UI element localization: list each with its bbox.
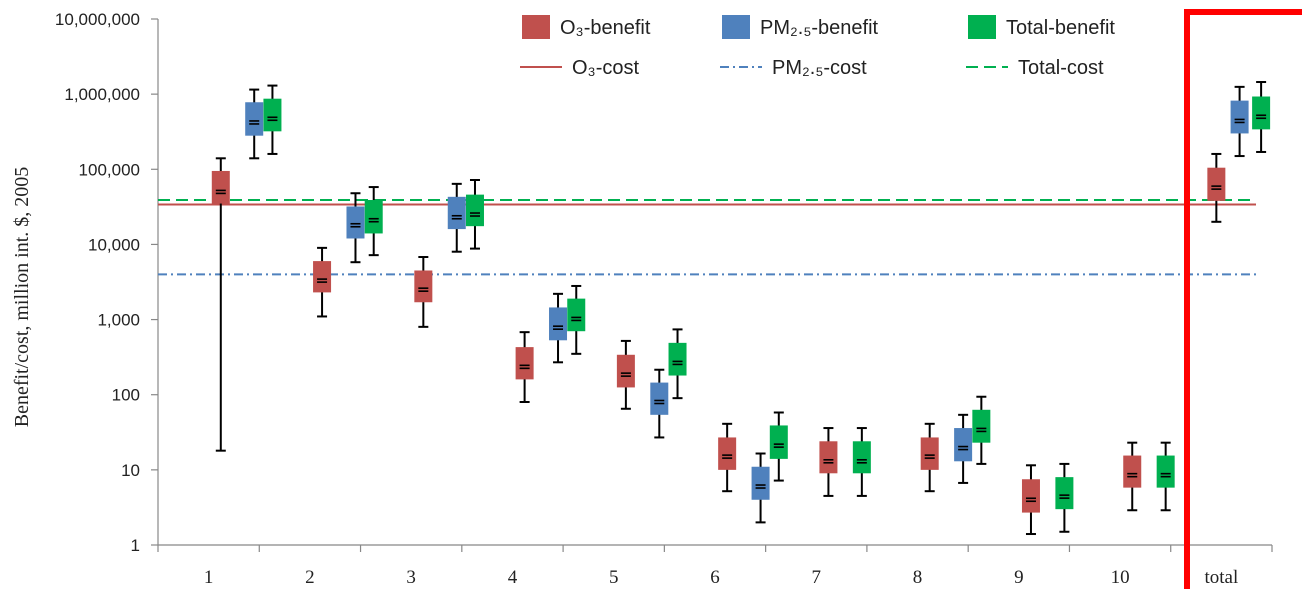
x-tick-label: total <box>1204 567 1238 588</box>
box-body <box>346 206 365 239</box>
legend-label: O₃-benefit <box>560 17 651 39</box>
box-total-total <box>1252 81 1271 153</box>
box-body <box>211 170 230 204</box>
box-body <box>1230 100 1249 134</box>
x-tick-label: 2 <box>305 567 315 588</box>
axes: 1 10 100 1,000 10,000 100,000 1,000,000 10,000,… <box>55 10 1273 588</box>
legend-swatch-pm25 <box>722 15 750 39</box>
box-o3-6 <box>718 422 737 493</box>
box-body <box>313 261 332 293</box>
box-pm25-5 <box>650 368 669 439</box>
box-o3-1 <box>211 157 230 452</box>
box-o3-8 <box>920 422 939 493</box>
legend-label: PM₂.₅-cost <box>772 57 867 79</box>
legend-label: O₃-cost <box>572 57 639 79</box>
box-o3-5 <box>616 339 635 410</box>
legend-label: Total-cost <box>1018 57 1104 79</box>
x-tick-label: 8 <box>913 567 923 588</box>
x-tick-label: 7 <box>812 567 822 588</box>
y-tick-label: 1,000,000 <box>64 85 140 104</box>
x-tick-label: 4 <box>508 567 518 588</box>
cost-lines <box>158 199 1256 276</box>
x-tick-label: 3 <box>406 567 416 588</box>
y-tick-label: 100 <box>112 386 140 405</box>
box-body <box>668 342 687 376</box>
box-pm25-3 <box>447 182 466 253</box>
box-body <box>1252 96 1271 130</box>
box-o3-9 <box>1021 464 1040 536</box>
y-tick-label: 100,000 <box>79 160 140 179</box>
box-pm25-8 <box>954 413 973 484</box>
x-tick-label: 1 <box>204 567 214 588</box>
box-body <box>465 194 484 227</box>
box-o3-total <box>1207 152 1226 223</box>
box-body <box>263 98 282 132</box>
box-body <box>972 409 991 443</box>
legend-label: Total-benefit <box>1006 17 1115 39</box>
box-series <box>211 81 1271 536</box>
box-body <box>1123 455 1142 488</box>
box-o3-10 <box>1123 441 1142 512</box>
box-body <box>1207 167 1226 201</box>
highlight-border <box>1184 9 1302 589</box>
y-tick-label: 10,000 <box>88 235 140 254</box>
legend-label: PM₂.₅-benefit <box>760 17 879 39</box>
x-tick-label: 10 <box>1111 567 1130 588</box>
total-highlight-frame <box>1184 9 1302 589</box>
y-tick-label: 1,000 <box>97 311 140 330</box>
x-tick-label: 6 <box>710 567 720 588</box>
box-pm25-2 <box>346 192 365 264</box>
y-axis-title: Benefit/cost, million int. $, 2005 <box>11 167 33 428</box>
box-body <box>549 307 568 341</box>
box-body <box>769 425 788 459</box>
box-body <box>819 441 838 474</box>
y-axis-label: Benefit/cost, million int. $, 2005 <box>11 167 33 428</box>
box-o3-2 <box>313 246 332 318</box>
box-body <box>1021 479 1040 513</box>
box-body <box>414 270 433 303</box>
box-pm25-total <box>1230 85 1249 158</box>
box-o3-7 <box>819 427 838 497</box>
x-tick-label: 9 <box>1014 567 1024 588</box>
box-body <box>515 347 534 380</box>
box-body <box>954 428 973 462</box>
box-total-10 <box>1156 441 1175 512</box>
box-total-3 <box>465 179 484 250</box>
box-total-8 <box>972 395 991 465</box>
box-o3-4 <box>515 331 534 403</box>
box-body <box>852 441 871 474</box>
box-body <box>718 437 737 470</box>
box-body <box>245 102 264 136</box>
box-pm25-4 <box>549 292 568 364</box>
box-total-6 <box>769 411 788 482</box>
box-total-4 <box>567 284 586 355</box>
legend-swatch-o3 <box>522 15 550 39</box>
box-total-2 <box>364 186 383 257</box>
box-body <box>1156 455 1175 488</box>
box-pm25-6 <box>751 452 770 524</box>
box-total-7 <box>852 427 871 497</box>
box-total-5 <box>668 328 687 400</box>
box-body <box>616 354 635 388</box>
legend: O₃-benefit PM₂.₅-benefit Total-benefit O₃-c… <box>520 15 1115 79</box>
box-body <box>650 382 669 415</box>
x-tick-label: 5 <box>609 567 619 588</box>
box-body <box>1055 477 1074 510</box>
box-body <box>447 196 466 230</box>
box-body <box>920 437 939 470</box>
box-body <box>364 200 383 234</box>
y-tick-label: 1 <box>131 536 140 555</box>
legend-swatch-total <box>968 15 996 39</box>
box-total-9 <box>1055 462 1074 533</box>
box-body <box>567 298 586 332</box>
y-tick-label: 10 <box>121 461 140 480</box>
box-body <box>751 466 770 500</box>
box-o3-3 <box>414 256 433 328</box>
box-pm25-1 <box>245 88 264 160</box>
y-tick-label: 10,000,000 <box>55 10 140 29</box>
box-total-1 <box>263 84 282 155</box>
